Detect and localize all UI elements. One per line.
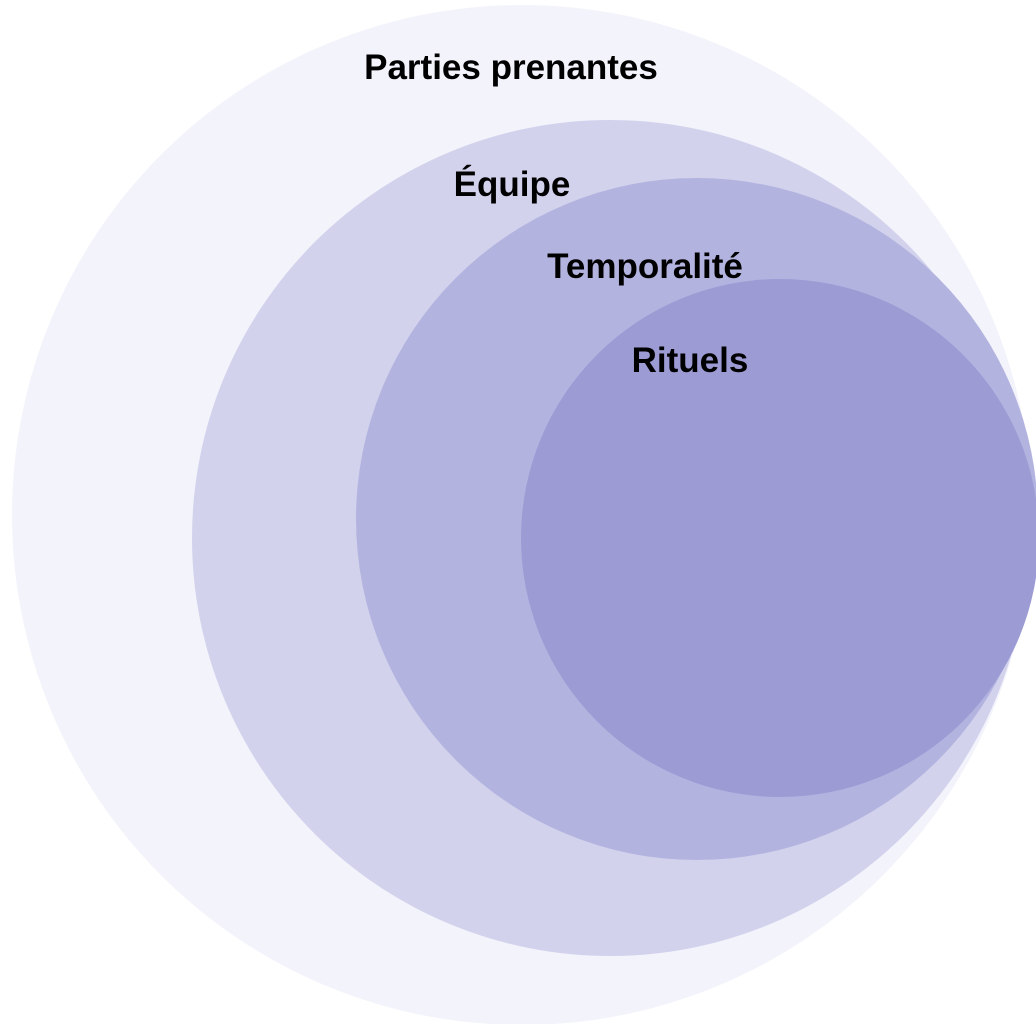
label-equipe: Équipe [454, 164, 571, 204]
label-temporalite: Temporalité [547, 247, 743, 286]
label-parties-prenantes: Parties prenantes [364, 48, 658, 87]
circle-rituels [521, 279, 1036, 797]
label-rituels: Rituels [632, 341, 749, 380]
